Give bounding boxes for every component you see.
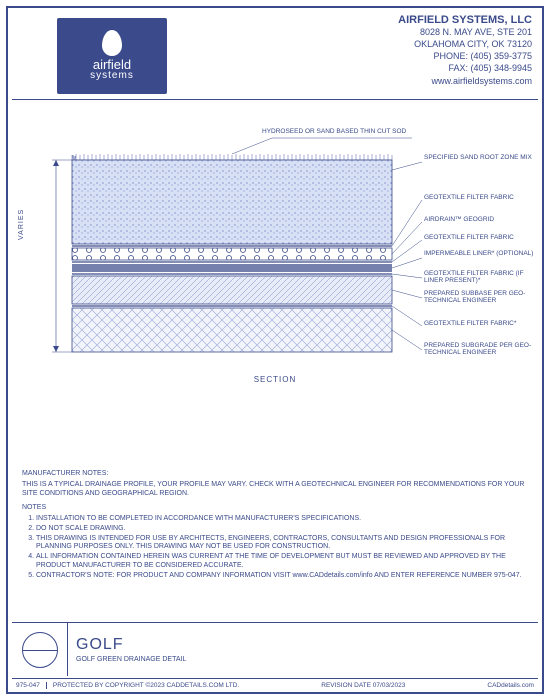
reference-number: 975-047 xyxy=(16,682,47,689)
section-marker-circle xyxy=(22,632,58,668)
company-address2: OKLAHOMA CITY, OK 73120 xyxy=(212,38,532,50)
subbase-layer xyxy=(72,276,392,304)
callout-sandmix: SPECIFIED SAND ROOT ZONE MIX xyxy=(424,154,532,161)
callout-geo3: GEOTEXTILE FILTER FABRIC (IF LINER PRESE… xyxy=(424,270,534,284)
geogrid-layer xyxy=(72,248,392,260)
callout-subgrade: PREPARED SUBGRADE PER GEO-TECHNICAL ENGI… xyxy=(424,342,534,356)
mfr-notes-heading: MANUFACTURER NOTES: xyxy=(22,470,528,479)
company-logo: airfield systems xyxy=(57,18,167,94)
callout-subbase: PREPARED SUBBASE PER GEO-TECHNICAL ENGIN… xyxy=(424,290,534,304)
title-text-box: GOLF GOLF GREEN DRAINAGE DETAIL xyxy=(68,623,538,676)
section-label: SECTION xyxy=(0,375,550,384)
varies-label: VARIES xyxy=(18,209,25,240)
title-marker xyxy=(12,623,68,676)
company-name: AIRFIELD SYSTEMS, LLC xyxy=(212,14,532,26)
company-info: AIRFIELD SYSTEMS, LLC 8028 N. MAY AVE, S… xyxy=(212,12,538,99)
callout-hydroseed: HYDROSEED OR SAND BASED THIN CUT SOD xyxy=(262,128,406,135)
drawing-title: GOLF xyxy=(76,636,530,654)
subgrade-layer xyxy=(72,308,392,352)
title-block: GOLF GOLF GREEN DRAINAGE DETAIL xyxy=(12,622,538,676)
callout-geo4: GEOTEXTILE FILTER FABRIC* xyxy=(424,320,516,327)
callout-geogrid: AIRDRAIN™ GEOGRID xyxy=(424,216,494,223)
callout-geo1: GEOTEXTILE FILTER FABRIC xyxy=(424,194,514,201)
note-item: CONTRACTOR'S NOTE: FOR PRODUCT AND COMPA… xyxy=(36,572,528,581)
droplet-icon xyxy=(102,30,122,56)
revision-date: REVISION DATE 07/03/2023 xyxy=(321,682,405,689)
footer: 975-047 PROTECTED BY COPYRIGHT ©2023 CAD… xyxy=(12,678,538,692)
company-web: www.airfieldsystems.com xyxy=(212,75,532,87)
note-item: DO NOT SCALE DRAWING. xyxy=(36,525,528,534)
notes-heading: NOTES xyxy=(22,504,528,513)
company-address1: 8028 N. MAY AVE, STE 201 xyxy=(212,26,532,38)
logo-text-2: systems xyxy=(90,71,134,81)
sand-rootzone-layer xyxy=(72,160,392,244)
note-item: ALL INFORMATION CONTAINED HEREIN WAS CUR… xyxy=(36,553,528,571)
callout-liner: IMPERMEABLE LINER* (OPTIONAL) xyxy=(424,250,533,257)
drawing-subtitle: GOLF GREEN DRAINAGE DETAIL xyxy=(76,656,530,663)
notes-block: MANUFACTURER NOTES: THIS IS A TYPICAL DR… xyxy=(22,470,528,581)
logo-box: airfield systems xyxy=(12,12,212,99)
grass-blades xyxy=(72,154,392,160)
company-phone: PHONE: (405) 359-3775 xyxy=(212,50,532,62)
header: airfield systems AIRFIELD SYSTEMS, LLC 8… xyxy=(12,12,538,100)
note-item: INSTALLATION TO BE COMPLETED IN ACCORDAN… xyxy=(36,515,528,524)
section-diagram: HYDROSEED OR SAND BASED THIN CUT SOD SPE… xyxy=(12,110,538,390)
mfr-notes-text: THIS IS A TYPICAL DRAINAGE PROFILE, YOUR… xyxy=(22,481,528,499)
liner-layer xyxy=(72,264,392,272)
note-item: THIS DRAWING IS INTENDED FOR USE BY ARCH… xyxy=(36,535,528,553)
copyright-text: PROTECTED BY COPYRIGHT ©2023 CADDETAILS.… xyxy=(53,682,239,689)
company-fax: FAX: (405) 348-9945 xyxy=(212,62,532,74)
notes-list: INSTALLATION TO BE COMPLETED IN ACCORDAN… xyxy=(36,515,528,580)
callout-geo2: GEOTEXTILE FILTER FABRIC xyxy=(424,234,514,241)
footer-site: CADdetails.com xyxy=(487,682,534,689)
